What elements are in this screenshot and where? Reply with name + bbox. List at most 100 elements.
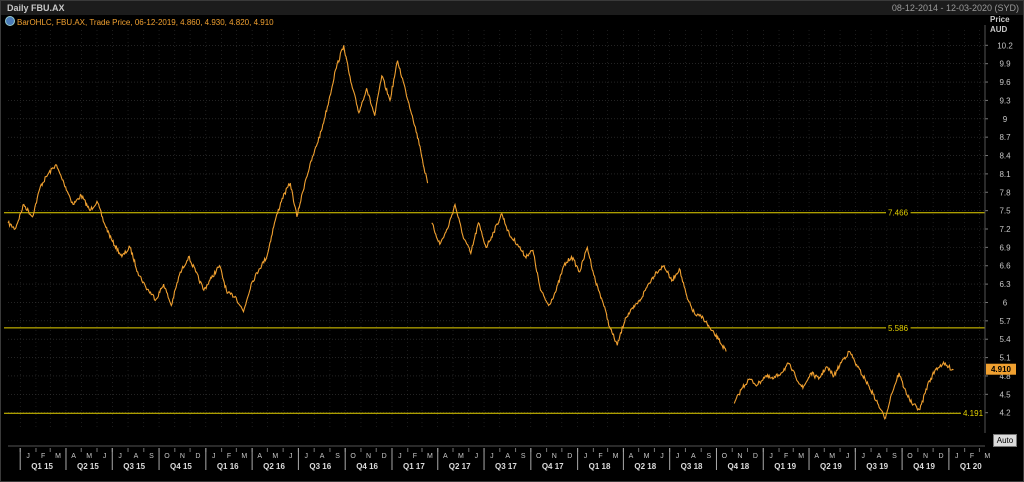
x-month-label: J bbox=[26, 453, 30, 460]
x-month-label: S bbox=[707, 453, 712, 460]
series-legend[interactable]: BarOHLC, FBU.AX, Trade Price, 06-12-2019… bbox=[5, 16, 274, 28]
auto-scale-button[interactable]: Auto bbox=[993, 434, 1017, 447]
x-month-label: F bbox=[413, 453, 417, 460]
level-label-bg bbox=[961, 408, 986, 420]
x-quarter-label: Q4 15 bbox=[170, 462, 192, 471]
x-month-label: J bbox=[289, 453, 293, 460]
y-tick-label: 7.5 bbox=[999, 207, 1011, 216]
level-label: 5.586 bbox=[888, 324, 909, 333]
price-axis-label: Price bbox=[990, 15, 1010, 24]
y-axis: 10.2 9.9 9.6 9.3 9 8.7 8.4 8.1 7.8 7.5 7.2 6.9 6.6 6.… bbox=[984, 25, 1016, 433]
x-month-label: J bbox=[861, 453, 865, 460]
x-month-label: N bbox=[552, 453, 557, 460]
y-tick-label: 8.7 bbox=[999, 133, 1011, 142]
x-quarter-label: Q1 19 bbox=[774, 462, 796, 471]
y-tick-label: 10.2 bbox=[997, 41, 1013, 50]
level-label-bg bbox=[886, 322, 911, 334]
legend-text: BarOHLC, FBU.AX, Trade Price, 06-12-2019… bbox=[17, 18, 274, 27]
x-quarter-label: Q4 17 bbox=[542, 462, 564, 471]
x-month-label: D bbox=[195, 453, 200, 460]
y-tick-label: 6.9 bbox=[999, 243, 1011, 252]
x-quarter-label: Q1 18 bbox=[589, 462, 611, 471]
x-month-label: J bbox=[584, 453, 588, 460]
x-month-label: J bbox=[955, 453, 959, 460]
x-month-label: A bbox=[877, 453, 882, 460]
x-month-label: J bbox=[660, 453, 664, 460]
y-tick-label: 9.9 bbox=[999, 60, 1011, 69]
last-price-badge bbox=[986, 363, 1016, 375]
chart-title: Daily FBU.AX bbox=[7, 3, 65, 13]
x-month-label: M bbox=[241, 453, 247, 460]
y-tick-label: 4.5 bbox=[999, 390, 1011, 399]
x-month-label: O bbox=[907, 453, 913, 460]
x-month-label: N bbox=[180, 453, 185, 460]
x-quarter-label: Q4 16 bbox=[356, 462, 378, 471]
y-tick-label: 5.7 bbox=[999, 317, 1011, 326]
y-tick-label: 8.1 bbox=[999, 170, 1011, 179]
x-quarter-label: Q2 15 bbox=[77, 462, 99, 471]
x-month-label: F bbox=[598, 453, 602, 460]
x-month-label: D bbox=[938, 453, 943, 460]
level-lines: 7.466 5.586 4.191 bbox=[4, 207, 986, 420]
x-month-label: N bbox=[737, 453, 742, 460]
x-quarter-label: Q4 19 bbox=[913, 462, 935, 471]
x-month-label: A bbox=[629, 453, 634, 460]
x-month-label: M bbox=[984, 453, 990, 460]
x-quarter-label: Q2 19 bbox=[820, 462, 842, 471]
x-quarter-label: Q2 18 bbox=[634, 462, 656, 471]
x-month-label: F bbox=[227, 453, 231, 460]
x-month-label: O bbox=[536, 453, 542, 460]
y-tick-label: 5.1 bbox=[999, 354, 1011, 363]
x-month-label: O bbox=[350, 453, 356, 460]
price-line bbox=[733, 350, 954, 420]
x-month-label: D bbox=[753, 453, 758, 460]
x-month-label: A bbox=[134, 453, 139, 460]
x-month-label: F bbox=[970, 453, 974, 460]
y-tick-label: 9.3 bbox=[999, 96, 1011, 105]
y-tick-label: 4.2 bbox=[999, 409, 1011, 418]
x-month-label: J bbox=[475, 453, 479, 460]
y-tick-label: 6.6 bbox=[999, 262, 1011, 271]
x-month-label: F bbox=[41, 453, 45, 460]
x-month-label: S bbox=[892, 453, 897, 460]
currency-axis-label: AUD bbox=[990, 25, 1008, 34]
x-month-label: M bbox=[272, 453, 278, 460]
x-month-label: M bbox=[829, 453, 835, 460]
x-month-label: A bbox=[691, 453, 696, 460]
x-month-label: M bbox=[644, 453, 650, 460]
x-quarter-label: Q1 16 bbox=[217, 462, 239, 471]
x-month-label: D bbox=[382, 453, 387, 460]
legend-toggle-icon[interactable] bbox=[5, 16, 15, 26]
x-month-label: M bbox=[55, 453, 61, 460]
last-price-label: 4.910 bbox=[991, 365, 1012, 374]
x-month-label: M bbox=[427, 453, 433, 460]
x-quarter-label: Q1 15 bbox=[31, 462, 53, 471]
y-tick-label: 6 bbox=[1003, 298, 1008, 307]
y-tick-label: 9 bbox=[1003, 115, 1008, 124]
x-month-label: O bbox=[722, 453, 728, 460]
y-tick-label: 4.8 bbox=[999, 372, 1011, 381]
x-quarter-label: Q3 17 bbox=[495, 462, 517, 471]
x-quarter-label: Q3 16 bbox=[309, 462, 331, 471]
x-month-label: S bbox=[335, 453, 340, 460]
x-quarter-label: Q4 18 bbox=[727, 462, 749, 471]
x-month-label: J bbox=[769, 453, 773, 460]
price-line bbox=[431, 202, 727, 352]
y-tick-label: 6.3 bbox=[999, 280, 1011, 289]
y-tick-label: 5.4 bbox=[999, 335, 1011, 344]
x-month-label: M bbox=[86, 453, 92, 460]
x-month-label: A bbox=[814, 453, 819, 460]
x-month-label: J bbox=[103, 453, 107, 460]
x-month-label: S bbox=[521, 453, 526, 460]
x-month-label: O bbox=[164, 453, 170, 460]
x-month-label: A bbox=[443, 453, 448, 460]
date-range: 08-12-2014 - 12-03-2020 (SYD) bbox=[891, 3, 1019, 13]
x-month-label: M bbox=[613, 453, 619, 460]
y-tick-label: 7.8 bbox=[999, 188, 1011, 197]
x-month-label: M bbox=[458, 453, 464, 460]
level-label: 7.466 bbox=[888, 209, 909, 218]
x-month-label: N bbox=[366, 453, 371, 460]
y-tick-label: 9.6 bbox=[999, 78, 1011, 87]
